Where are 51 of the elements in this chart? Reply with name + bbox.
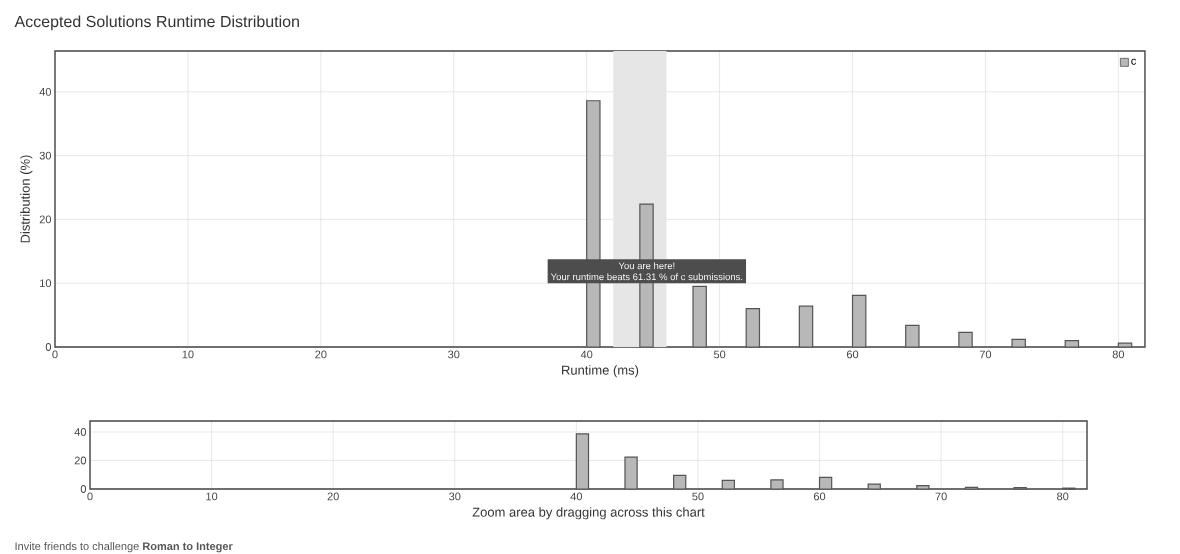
y-tick-label: 20 [74, 456, 87, 465]
x-tick-label: 50 [692, 492, 704, 501]
x-axis-title: Runtime (ms) [562, 365, 639, 378]
chart-title: Accepted Solutions Runtime Distribution [14, 15, 299, 31]
y-tick-label: 20 [39, 215, 52, 224]
x-tick-label: 70 [979, 350, 992, 359]
bar [1011, 338, 1026, 348]
x-tick-label: 30 [449, 492, 461, 501]
bar [575, 433, 590, 490]
x-tick-label: 20 [327, 492, 339, 501]
x-tick-label: 50 [713, 350, 726, 359]
y-tick-label: 0 [80, 485, 87, 493]
bar [770, 479, 784, 490]
x-tick-label: 60 [846, 350, 859, 359]
annotation: Your runtime beats 61.31 % of c submissions. [550, 273, 743, 281]
y-tick-label: 40 [39, 87, 52, 96]
bar [905, 324, 920, 348]
x-tick-label: 40 [580, 350, 593, 359]
bar [798, 305, 814, 348]
legend-label: c [1131, 58, 1136, 65]
x-tick-label: 30 [448, 350, 460, 359]
y-tick-label: 10 [40, 279, 52, 288]
bar [1117, 342, 1133, 348]
bar [916, 485, 930, 490]
x-tick-label: 40 [570, 492, 583, 501]
text: Invite friends to challenge Roman to Integer [15, 542, 233, 553]
y-axis-title: Distribution (%) [20, 155, 33, 243]
bar [745, 308, 761, 348]
bar [867, 483, 881, 490]
bar [721, 479, 736, 490]
x-tick-label: 0 [87, 492, 93, 501]
bar [673, 474, 687, 490]
x-tick-label: 60 [813, 492, 826, 501]
bar [1064, 340, 1080, 348]
x-tick-label: 10 [206, 492, 218, 501]
bar [624, 456, 638, 490]
x-tick-label: 80 [1112, 350, 1125, 359]
x-tick-label: 0 [52, 350, 58, 359]
x-tick-label: 10 [182, 350, 194, 359]
bar [818, 476, 833, 490]
x-axis-title: Zoom area by dragging across this chart [472, 507, 705, 520]
y-tick-label: 40 [74, 428, 87, 436]
x-tick-label: 70 [935, 492, 947, 501]
bar [692, 285, 707, 348]
x-tick-label: 80 [1057, 492, 1069, 501]
x-tick-label: 20 [315, 350, 327, 359]
bar [958, 331, 973, 348]
y-tick-label: 30 [39, 151, 52, 160]
bar [851, 294, 867, 348]
annotation: You are here! [618, 262, 675, 270]
y-tick-label: 0 [45, 343, 52, 351]
